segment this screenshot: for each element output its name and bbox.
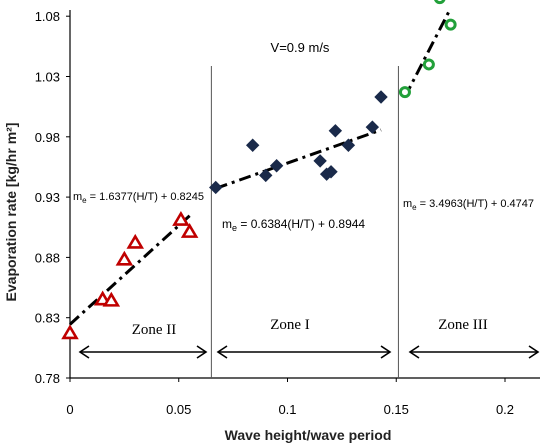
zone-label-iii: Zone III	[438, 317, 488, 333]
y-tick-label: 0.78	[35, 371, 60, 386]
trendlines	[68, 7, 452, 326]
zone-arrow-head-right	[528, 345, 540, 359]
x-tick-labels: 0 0.05 0.1 0.15 0.2	[66, 378, 514, 417]
data-point-diamond	[269, 159, 284, 173]
y-tick-label: 0.83	[35, 311, 60, 326]
x-tick-label: 0.15	[384, 402, 409, 417]
data-point-circle	[398, 86, 411, 99]
data-point-diamond	[374, 90, 388, 104]
x-tick-label: 0	[66, 402, 73, 417]
trendline	[215, 128, 382, 190]
data-points	[61, 0, 457, 340]
x-axis-title: Wave height/wave period	[225, 427, 392, 443]
zone-label-i: Zone I	[270, 317, 310, 333]
data-point-diamond	[328, 124, 343, 138]
zone-arrow-head-left	[408, 345, 420, 359]
zone-dividers	[210, 66, 399, 378]
data-point-diamond	[365, 120, 380, 134]
zone-arrow-head-right	[196, 345, 208, 359]
y-tick-label: 1.08	[35, 9, 60, 24]
x-tick-label: 0.1	[278, 402, 296, 417]
equation-zone-ii: me = 1.6377(H/T) + 0.8245	[73, 191, 204, 205]
y-axis-title: Evaporation rate [kg/hr m²]	[3, 123, 19, 302]
y-tick-label: 0.88	[35, 250, 60, 265]
zone-arrow-head-right	[380, 345, 392, 359]
data-point-diamond	[209, 180, 223, 195]
data-point-triangle	[180, 223, 199, 238]
zone-label-ii: Zone II	[132, 322, 177, 338]
trendline	[403, 7, 452, 98]
data-point-diamond	[259, 168, 273, 183]
zone-arrows	[78, 345, 540, 359]
data-point-triangle	[115, 250, 134, 266]
y-tick-label: 0.98	[35, 130, 60, 145]
data-point-circle	[434, 0, 446, 5]
equation-zone-i: me = 0.6384(H/T) + 0.8944	[222, 217, 365, 233]
data-point-diamond	[313, 154, 327, 168]
zone-arrow-head-left	[78, 345, 90, 359]
data-point-triangle	[126, 233, 145, 249]
x-tick-label: 0.2	[496, 402, 514, 417]
y-tick-label: 0.93	[35, 190, 60, 205]
velocity-annotation: V=0.9 m/s	[271, 40, 330, 55]
x-tick-label: 0.05	[166, 402, 191, 417]
data-point-triangle	[102, 291, 121, 307]
zone-arrow-head-left	[216, 345, 228, 359]
equation-zone-iii: me = 3.4963(H/T) + 0.4747	[403, 198, 534, 212]
trendline	[68, 214, 191, 326]
data-point-diamond	[324, 165, 338, 179]
data-point-diamond	[341, 138, 356, 152]
data-point-circle	[444, 18, 457, 31]
data-point-triangle	[61, 324, 79, 340]
y-tick-labels: 0.78 0.83 0.88 0.93 0.98 1.03 1.08	[35, 9, 70, 386]
data-point-diamond	[245, 138, 260, 152]
data-point-triangle	[172, 210, 190, 226]
data-point-circle	[422, 58, 435, 71]
y-tick-label: 1.03	[35, 70, 60, 85]
